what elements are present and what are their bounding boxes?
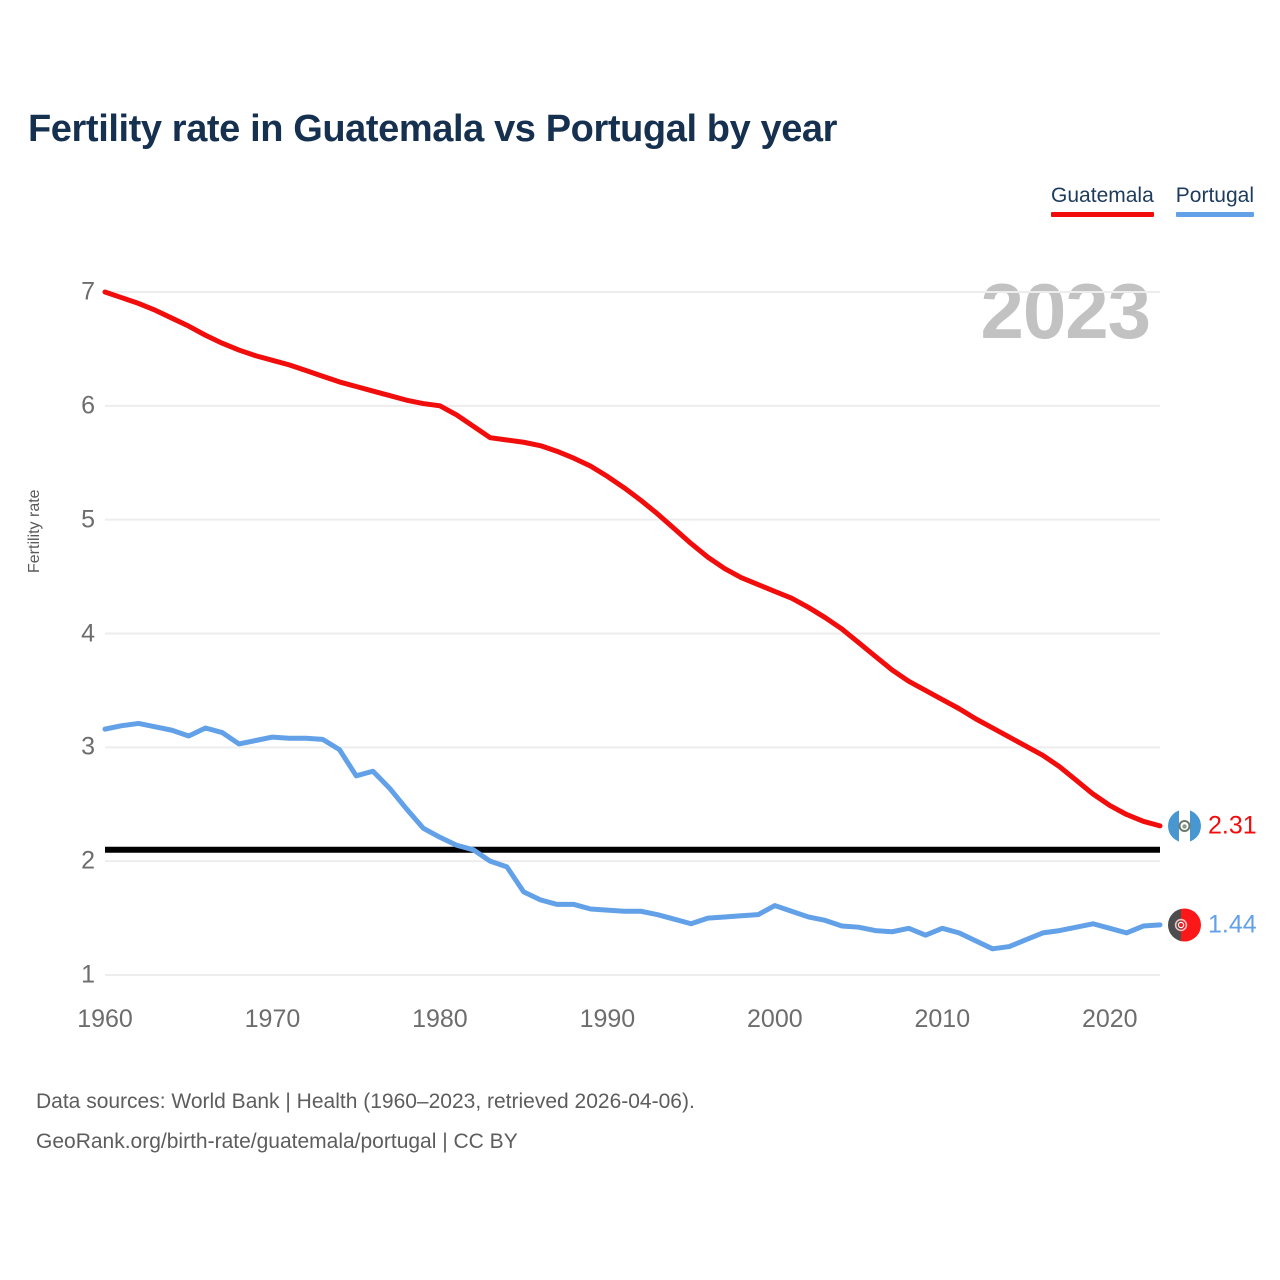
guatemala-endpoint-value: 2.31	[1208, 811, 1257, 840]
legend-swatch-guatemala	[1051, 212, 1154, 217]
x-tick-2020: 2020	[1081, 1005, 1138, 1033]
y-tick-2: 2	[81, 846, 95, 875]
series-lines	[102, 289, 1163, 952]
legend-item-guatemala[interactable]: Guatemala	[1051, 183, 1154, 217]
y-tick-3: 3	[81, 732, 95, 761]
year-watermark: 2023	[980, 267, 1151, 355]
footer-attribution: GeoRank.org/birth-rate/guatemala/portuga…	[36, 1130, 518, 1153]
y-tick-1: 1	[81, 960, 95, 989]
guatemala-flag-icon	[1168, 809, 1201, 843]
y-tick-4: 4	[81, 619, 95, 647]
legend-label-portugal: Portugal	[1175, 184, 1254, 207]
portugal-endpoint[interactable]: 1.44	[1168, 908, 1257, 942]
gridlines	[105, 291, 1160, 976]
legend-label-guatemala: Guatemala	[1051, 184, 1154, 207]
footer-sources: Data sources: World Bank | Health (1960–…	[36, 1090, 695, 1113]
footer: Data sources: World Bank | Health (1960–…	[36, 1082, 695, 1162]
page-title: Fertility rate in Guatemala vs Portugal …	[28, 108, 838, 150]
guatemala-endpoint[interactable]: 2.31	[1168, 809, 1257, 843]
x-tick-1970: 1970	[244, 1005, 301, 1033]
x-tick-1990: 1990	[579, 1005, 636, 1033]
y-tick-6: 6	[81, 391, 95, 420]
portugal-flag-icon	[1168, 908, 1201, 942]
legend-swatch-portugal	[1175, 212, 1254, 217]
x-tick-1960: 1960	[77, 1005, 133, 1033]
y-tick-5: 5	[81, 505, 95, 534]
portugal-endpoint-value: 1.44	[1208, 910, 1257, 939]
x-tick-2000: 2000	[747, 1005, 803, 1033]
y-tick-7: 7	[81, 277, 95, 306]
legend: Guatemala Portugal	[1051, 183, 1254, 217]
x-tick-1980: 1980	[412, 1005, 468, 1033]
x-tick-2010: 2010	[914, 1005, 971, 1033]
legend-item-portugal[interactable]: Portugal	[1175, 183, 1254, 217]
